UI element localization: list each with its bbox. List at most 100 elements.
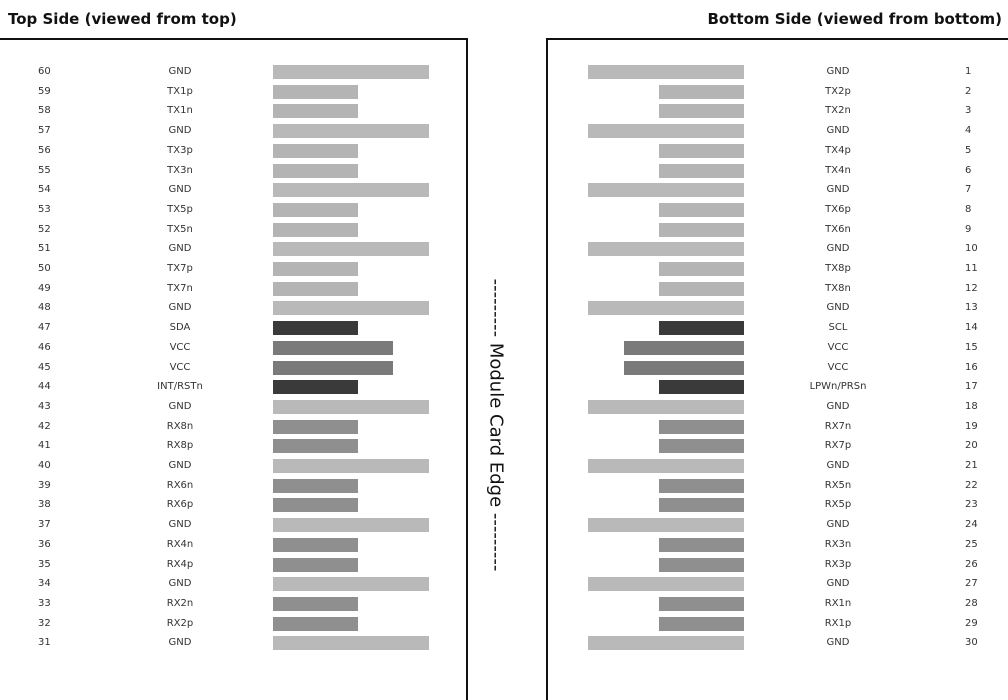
pin-signal-name: VCC: [169, 341, 191, 353]
pin-row: 37 GND: [0, 516, 1008, 535]
pin-number: 33: [38, 597, 51, 609]
top-side-panel: [0, 38, 468, 700]
pin-contact-pad: [273, 321, 358, 336]
pin-contact-pad: [273, 163, 358, 178]
pin-signal-name: TX1n: [167, 105, 193, 117]
pin-signal-name: TX8p: [825, 263, 851, 274]
pin-contact-pad: [273, 104, 358, 119]
pin-signal-name: RX3n: [824, 538, 852, 550]
pin-number: 47: [38, 322, 51, 334]
pin-signal-name: LPWn/PRSn: [809, 381, 867, 393]
pin-row: 18 GND: [0, 398, 1008, 417]
pin-row: 12 TX8n: [0, 280, 1008, 299]
pin-number: 59: [38, 85, 51, 97]
pin-contact-pad: [273, 616, 358, 631]
pin-contact-pad: [273, 577, 429, 592]
pin-number: 32: [38, 617, 51, 629]
pin-contact-pad: [588, 636, 744, 651]
pin-row: 55 TX3n: [0, 162, 1008, 181]
pin-signal-name: TX4p: [825, 144, 851, 156]
pin-signal-name: VCC: [827, 361, 849, 373]
pin-number: 28: [965, 597, 978, 609]
pin-contact-pad: [659, 222, 744, 237]
pin-number: 25: [965, 538, 978, 550]
pin-signal-name: RX7n: [824, 420, 852, 432]
pin-signal-name: TX2p: [825, 85, 851, 97]
pin-contact-pad: [588, 301, 744, 316]
pin-number: 13: [965, 302, 978, 314]
pin-signal-name: GND: [826, 184, 850, 196]
pin-contact-pad: [273, 537, 358, 552]
pin-row: 57 GND: [0, 122, 1008, 141]
pin-contact-pad: [273, 459, 429, 473]
pin-number: 11: [965, 263, 978, 274]
pin-row: 25 RX3n: [0, 536, 1008, 555]
pin-row: 10 GND: [0, 240, 1008, 259]
pin-number: 42: [38, 420, 51, 432]
pin-signal-name: TX7n: [167, 282, 193, 294]
pin-row: 40 GND: [0, 457, 1008, 476]
pin-row: 35 RX4p: [0, 556, 1008, 575]
pin-number: 30: [965, 637, 978, 649]
pin-signal-name: RX7p: [824, 440, 852, 452]
pin-number: 48: [38, 302, 51, 314]
pin-contact-pad: [588, 183, 744, 198]
pin-row: 21 GND: [0, 457, 1008, 476]
pin-signal-name: GND: [826, 400, 850, 412]
pin-number: 38: [38, 499, 51, 511]
pin-contact-pad: [588, 242, 744, 257]
pin-contact-pad: [588, 518, 744, 533]
pin-contact-pad: [273, 419, 358, 434]
pin-signal-name: GND: [168, 184, 192, 196]
pin-contact-pad: [273, 518, 429, 533]
pin-signal-name: TX5p: [167, 203, 193, 215]
pin-row: 34 GND: [0, 575, 1008, 594]
pin-contact-pad: [273, 242, 429, 257]
pin-contact-pad: [273, 636, 429, 651]
pin-contact-pad: [659, 163, 744, 178]
pin-contact-pad: [273, 262, 358, 276]
pin-number: 54: [38, 184, 51, 196]
pin-number: 6: [965, 164, 972, 176]
pin-row: 7 GND: [0, 181, 1008, 200]
pin-contact-pad: [659, 262, 744, 276]
pin-contact-pad: [273, 596, 358, 611]
pin-row: 41 RX8p: [0, 437, 1008, 456]
pin-number: 55: [38, 164, 51, 176]
pin-number: 24: [965, 519, 978, 531]
pin-contact-pad: [273, 439, 358, 454]
pin-number: 31: [38, 637, 51, 649]
pin-row: 9 TX6n: [0, 221, 1008, 240]
bottom-side-title: Bottom Side (viewed from bottom): [707, 10, 1002, 28]
pin-row: 36 RX4n: [0, 536, 1008, 555]
pin-contact-pad: [588, 65, 744, 79]
pin-signal-name: TX1p: [167, 85, 193, 97]
pin-signal-name: RX6n: [166, 479, 194, 491]
pin-signal-name: TX5n: [167, 223, 193, 235]
pin-signal-name: RX2p: [166, 617, 194, 629]
pin-signal-name: RX2n: [166, 597, 194, 609]
pin-contact-pad: [273, 498, 358, 513]
pin-contact-pad: [659, 84, 744, 99]
pin-signal-name: GND: [168, 125, 192, 137]
pin-contact-pad: [659, 104, 744, 119]
pin-number: 15: [965, 341, 978, 353]
pin-signal-name: GND: [168, 460, 192, 471]
top-side-title: Top Side (viewed from top): [8, 10, 237, 28]
pin-number: 51: [38, 243, 51, 255]
pin-contact-pad: [588, 399, 744, 414]
pin-row: 14 SCL: [0, 319, 1008, 338]
pin-contact-pad: [273, 360, 393, 375]
bottom-side-panel: [546, 38, 1008, 700]
pin-contact-pad: [273, 143, 358, 158]
pin-row: 28 RX1n: [0, 595, 1008, 614]
pin-contact-pad: [273, 380, 358, 395]
pin-number: 26: [965, 558, 978, 570]
pin-contact-pad: [659, 380, 744, 395]
pin-number: 29: [965, 617, 978, 629]
pin-number: 1: [965, 66, 972, 77]
pin-row: 1 GND: [0, 63, 1008, 82]
pin-number: 2: [965, 85, 972, 97]
pin-signal-name: RX5p: [824, 499, 852, 511]
pin-signal-name: GND: [826, 519, 850, 531]
